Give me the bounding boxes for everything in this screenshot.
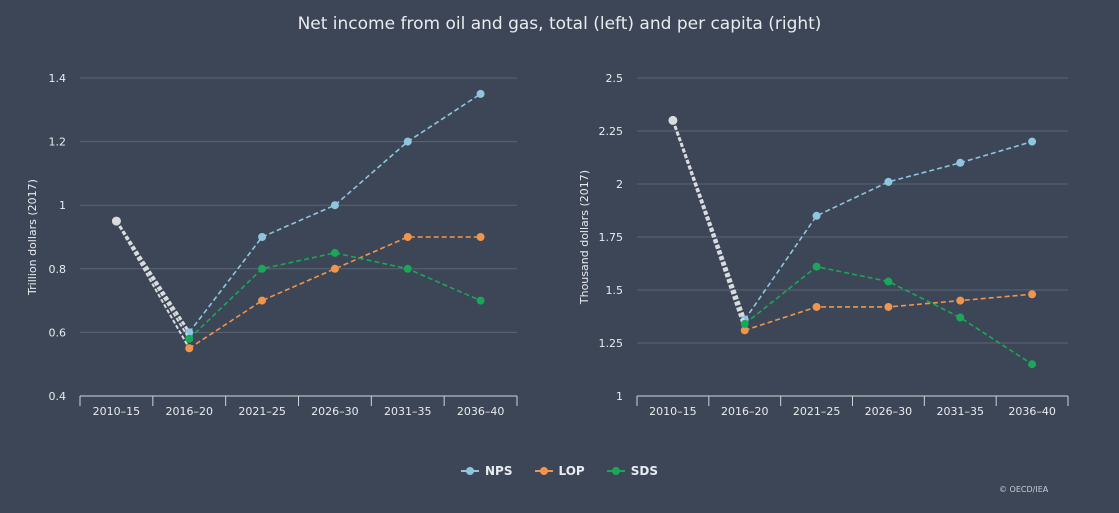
legend: NPS LOP SDS xyxy=(0,464,1119,478)
y-tick-label: 1.25 xyxy=(599,337,624,350)
data-point-lop xyxy=(884,302,893,311)
y-tick-label: 1.75 xyxy=(599,231,624,244)
x-tick-label: 2021–25 xyxy=(793,405,841,418)
series-line-nps-history xyxy=(115,220,191,333)
series-line-nps xyxy=(744,140,1033,321)
data-point-lop xyxy=(476,233,485,241)
y-tick-label: 2 xyxy=(616,178,623,191)
series-line-sds xyxy=(744,265,1033,365)
legend-label: NPS xyxy=(485,464,513,478)
legend-item-lop[interactable]: LOP xyxy=(534,464,585,478)
y-tick-label: 0.6 xyxy=(49,326,67,339)
data-point-nps xyxy=(884,177,893,186)
x-tick-label: 2031–35 xyxy=(384,405,432,418)
series-line-lop xyxy=(744,293,1033,332)
data-point-nps xyxy=(1028,137,1037,146)
x-tick-label: 2016–20 xyxy=(166,405,214,418)
y-tick-label: 1 xyxy=(616,390,623,403)
series-line-sds-history xyxy=(115,220,191,340)
data-point-nps xyxy=(476,89,485,98)
y-tick-label: 0.4 xyxy=(49,390,67,403)
data-point-sds xyxy=(884,277,893,286)
data-point-sds xyxy=(330,248,339,257)
y-axis-label: Trillion dollars (2017) xyxy=(26,179,39,296)
data-point-sds xyxy=(403,264,412,273)
data-point-nps xyxy=(403,137,412,146)
y-tick-label: 1.5 xyxy=(606,284,624,297)
data-point-sds xyxy=(1028,360,1037,369)
x-tick-label: 2010–15 xyxy=(649,405,697,418)
data-point-nps xyxy=(330,201,339,210)
series-line-nps xyxy=(188,93,482,333)
y-tick-label: 1.2 xyxy=(49,136,67,149)
data-point-sds xyxy=(812,262,821,271)
x-tick-label: 2036–40 xyxy=(1008,405,1056,418)
y-tick-label: 0.8 xyxy=(49,263,67,276)
y-tick-label: 2.5 xyxy=(606,72,624,85)
series-line-sds-history xyxy=(671,120,746,325)
data-point-sds xyxy=(476,296,485,305)
y-tick-label: 2.25 xyxy=(599,125,624,138)
x-tick-label: 2026–30 xyxy=(865,405,913,418)
data-point-lop xyxy=(812,302,821,311)
legend-item-nps[interactable]: NPS xyxy=(461,464,513,478)
x-tick-label: 2010–15 xyxy=(93,405,141,418)
y-axis-label: Thousand dollars (2017) xyxy=(578,170,591,305)
data-point-sds xyxy=(740,319,749,328)
x-tick-label: 2026–30 xyxy=(311,405,359,418)
data-point-lop xyxy=(185,344,194,353)
series-line-lop xyxy=(188,236,481,349)
data-point-sds xyxy=(956,313,965,322)
data-point-lop xyxy=(330,264,339,273)
chart-title: Net income from oil and gas, total (left… xyxy=(297,14,822,34)
data-point-lop xyxy=(1028,290,1037,299)
legend-marker-icon xyxy=(534,466,553,476)
x-tick-label: 2036–40 xyxy=(457,405,505,418)
y-tick-label: 1.4 xyxy=(49,72,67,85)
data-point-historical xyxy=(111,216,121,226)
data-point-historical xyxy=(668,115,678,125)
x-tick-label: 2031–35 xyxy=(937,405,985,418)
data-point-lop xyxy=(403,233,412,241)
legend-marker-icon xyxy=(606,466,625,476)
data-point-nps xyxy=(258,233,267,241)
data-point-nps xyxy=(956,158,965,167)
data-point-sds xyxy=(185,334,194,343)
legend-label: LOP xyxy=(558,464,585,478)
legend-item-sds[interactable]: SDS xyxy=(606,464,658,478)
chart-panel-2: 1 1.25 1.5 1.75 2 2.25 2.5 2010–15 2016–20 2021–2… xyxy=(578,72,1069,418)
series-line-sds xyxy=(188,252,481,340)
x-tick-label: 2016–20 xyxy=(721,405,769,418)
data-point-lop xyxy=(258,296,267,305)
legend-label: SDS xyxy=(630,464,658,478)
data-point-nps xyxy=(812,211,821,220)
data-point-sds xyxy=(258,264,267,273)
x-tick-label: 2021–25 xyxy=(238,405,286,418)
legend-marker-icon xyxy=(461,466,480,476)
data-point-lop xyxy=(956,296,965,305)
credit-text: © OECD/IEA xyxy=(999,485,1049,494)
chart-panel-1: 0.4 0.6 0.8 1 1.2 1.4 2010–15 2016–20 2021–25 202… xyxy=(26,72,518,418)
data-point-lop xyxy=(740,326,749,335)
y-tick-label: 1 xyxy=(59,199,66,212)
